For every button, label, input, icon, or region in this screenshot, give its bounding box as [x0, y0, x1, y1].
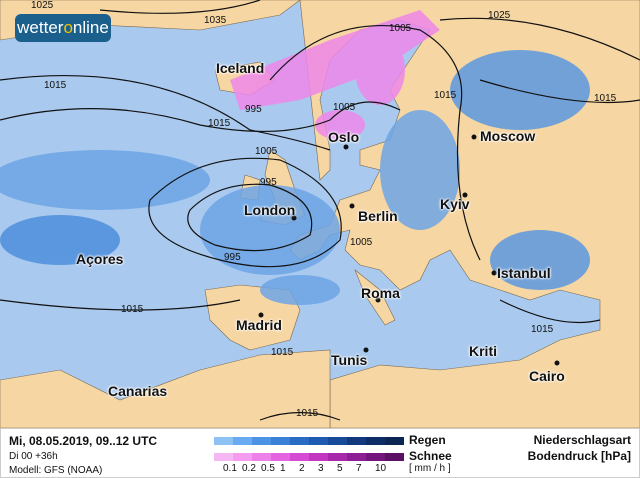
snow-swatch: [366, 453, 385, 461]
city-label: Açores: [76, 251, 124, 267]
rain-swatch: [309, 437, 328, 445]
isobar-label: 1015: [208, 118, 231, 129]
rain-swatch: [233, 437, 252, 445]
snow-swatch: [271, 453, 290, 461]
snow-swatch: [233, 453, 252, 461]
city-label: Istanbul: [497, 265, 551, 281]
rain-swatch: [328, 437, 347, 445]
precipitation-rain: [0, 50, 590, 305]
city-label: Madrid: [236, 317, 282, 333]
legend-title-pressure: Bodendruck [hPa]: [527, 449, 631, 463]
city-label: London: [244, 202, 296, 218]
city-dots: [258, 134, 560, 366]
legend: Mi, 08.05.2019, 09..12 UTC Di 00 +36h Mo…: [0, 428, 640, 478]
city-label: Kriti: [469, 343, 497, 359]
rain-swatch: [214, 437, 233, 445]
scale-tick: 0.5: [261, 463, 275, 474]
isobar-label: 995: [260, 177, 277, 188]
isobar-label: 1005: [350, 237, 373, 248]
isobar-label: 1015: [531, 324, 554, 335]
city-label: Moscow: [480, 128, 536, 144]
snow-swatch: [309, 453, 328, 461]
rain-swatch: [366, 437, 385, 445]
logo-text-o: o: [63, 18, 73, 37]
isobar-label: 995: [245, 104, 262, 115]
city-label: Tunis: [331, 352, 368, 368]
weather-map: [0, 0, 640, 428]
scale-tick: 7: [356, 463, 362, 474]
wetteronline-logo[interactable]: wetteronline: [15, 14, 111, 42]
snow-swatch: [328, 453, 347, 461]
logo-text-end: nline: [72, 18, 109, 37]
scale-tick: 5: [337, 463, 343, 474]
model-run: Di 00 +36h: [9, 451, 58, 462]
snow-swatch: [290, 453, 309, 461]
rain-swatch: [347, 437, 366, 445]
forecast-date: Mi, 08.05.2019, 09..12 UTC: [9, 434, 158, 448]
city-label: Canarias: [108, 383, 168, 399]
rain-color-scale: [214, 437, 404, 445]
scale-tick: 1: [280, 463, 286, 474]
isobar-label: 1015: [44, 80, 67, 91]
city-label: Iceland: [216, 60, 265, 76]
snow-swatch: [385, 453, 404, 461]
scale-tick: 3: [318, 463, 324, 474]
model-name: Modell: GFS (NOAA): [9, 465, 103, 476]
isobar-label: 1015: [594, 93, 617, 104]
rain-swatch: [271, 437, 290, 445]
isobar-label: 1005: [255, 146, 278, 157]
isobars: [0, 0, 640, 421]
isobar-label: 1015: [296, 408, 319, 419]
precipitation-snow: [230, 10, 440, 140]
snow-swatch: [347, 453, 366, 461]
logo-text: wetter: [17, 18, 64, 37]
isobar-label: 1005: [389, 23, 412, 34]
isobar-label: 1035: [204, 15, 227, 26]
city-label: Kyiv: [440, 196, 470, 212]
city-label: Oslo: [328, 129, 360, 145]
isobar-label: 1015: [121, 304, 144, 315]
snow-swatch: [214, 453, 233, 461]
scale-tick: 0.2: [242, 463, 256, 474]
scale-tick: 0.1: [223, 463, 237, 474]
isobar-label: 1015: [271, 347, 294, 358]
isobar-label: 1015: [434, 90, 457, 101]
city-label: Roma: [361, 285, 400, 301]
rain-swatch: [290, 437, 309, 445]
isobar-label: 1025: [31, 0, 54, 11]
scale-tick: 2: [299, 463, 305, 474]
isobar-label: 995: [224, 252, 241, 263]
legend-title-precip: Niederschlagsart: [533, 433, 631, 447]
rain-swatch: [385, 437, 404, 445]
scale-ticks: 0.1 0.2 0.5 1 2 3 5 7 10: [223, 463, 403, 475]
snow-color-scale: [214, 453, 404, 461]
rain-label: Regen: [409, 433, 446, 447]
isobar-label: 1005: [333, 102, 356, 113]
rain-swatch: [252, 437, 271, 445]
unit-label: [ mm / h ]: [409, 463, 451, 474]
city-label: Cairo: [529, 368, 565, 384]
snow-swatch: [252, 453, 271, 461]
isobar-label: 1025: [488, 10, 511, 21]
snow-label: Schnee: [409, 449, 452, 463]
city-label: Berlin: [358, 208, 398, 224]
scale-tick: 10: [375, 463, 387, 474]
